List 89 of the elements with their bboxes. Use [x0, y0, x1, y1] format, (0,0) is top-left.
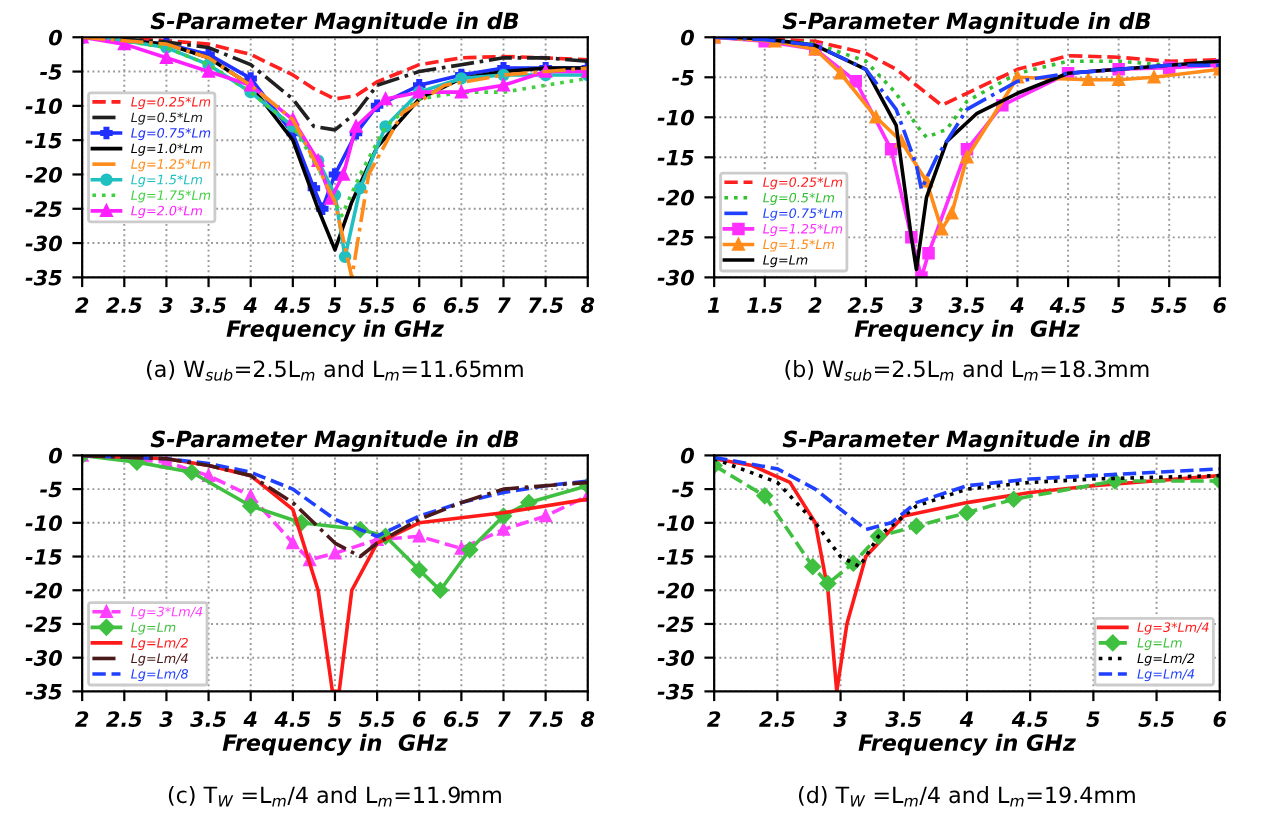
x-tick-label: 5 — [1111, 297, 1125, 313]
y-tick-label: 0 — [680, 447, 694, 464]
x-tick-label: 3 — [159, 297, 173, 313]
x-tick-label: 4 — [243, 297, 257, 313]
x-tick-label: 2 — [707, 711, 721, 727]
x-axis-title: Frequency in GHz — [858, 733, 1076, 756]
x-tick-label: 3.5 — [885, 711, 922, 727]
x-tick-label: 5.5 — [358, 711, 395, 727]
x-tick-label: 1.5 — [747, 297, 783, 313]
y-tick-label: -30 — [657, 650, 694, 666]
x-tick-label: 4 — [243, 711, 257, 727]
x-tick-label: 3 — [159, 711, 173, 727]
y-tick-label: -25 — [657, 616, 694, 633]
y-tick-label: 0 — [680, 29, 694, 46]
y-tick-label: -30 — [25, 235, 62, 252]
y-tick-label: -35 — [657, 683, 694, 700]
x-tick-label: 4.5 — [274, 297, 311, 313]
chart-title: S-Parameter Magnitude in dB — [782, 12, 1151, 34]
x-tick-label: 7.5 — [528, 297, 563, 313]
x-tick-label: 3.5 — [190, 297, 226, 313]
y-tick-label: -15 — [25, 132, 62, 149]
y-tick-label: -5 — [40, 481, 62, 498]
y-tick-label: -25 — [657, 229, 694, 246]
text: (b) W$_{sub}$=2.5L$_{m}$ and L$_{m}$=18.3mm — [785, 360, 1149, 381]
x-tick-label: 2.5 — [759, 711, 795, 727]
chart-title: S-Parameter Magnitude in dB — [150, 12, 519, 34]
x-tick-label: 6 — [413, 297, 426, 313]
y-tick-label: -35 — [25, 683, 62, 700]
x-tick-label: 5 — [327, 711, 342, 727]
x-tick-label: 2.5 — [106, 711, 142, 727]
y-tick-label: -30 — [657, 269, 694, 286]
x-tick-label: 3 — [833, 711, 847, 727]
x-axis-title: Frequency in GHz — [226, 319, 444, 342]
x-tick-label: 7 — [497, 711, 511, 727]
chart-title: S-Parameter Magnitude in dB — [150, 430, 519, 452]
x-tick-label: 4.5 — [1011, 711, 1048, 727]
y-tick-label: -20 — [25, 166, 62, 183]
x-tick-label: 6 — [1213, 711, 1227, 727]
x-tick-label: 5.5 — [358, 297, 395, 313]
y-tick-label: -10 — [657, 109, 694, 126]
y-tick-label: -5 — [40, 64, 62, 80]
x-tick-label: 2.5 — [106, 297, 142, 313]
x-tick-label: 6 — [1213, 297, 1227, 313]
x-tick-label: 3.5 — [948, 297, 985, 313]
x-tick-label: 7 — [497, 297, 511, 313]
x-tick-label: 2.5 — [847, 297, 884, 313]
y-tick-label: -30 — [25, 650, 62, 666]
chart-title: S-Parameter Magnitude in dB — [782, 430, 1151, 452]
y-tick-label: -5 — [672, 70, 694, 86]
y-tick-label: -10 — [25, 515, 62, 532]
x-axis-title: Frequency in GHz — [854, 319, 1080, 342]
x-tick-label: 6.5 — [443, 711, 479, 727]
x-tick-label: 8 — [580, 711, 595, 727]
y-tick-label: -15 — [25, 549, 62, 565]
text: (c) T$_{W}$ =L$_{m}$/4 and L$_{m}$=11.9mm — [168, 786, 501, 807]
x-tick-label: 4.5 — [274, 711, 311, 727]
x-tick-label: 5.5 — [1151, 297, 1187, 313]
y-tick-label: -15 — [657, 549, 694, 565]
y-tick-label: -20 — [25, 582, 62, 599]
x-tick-label: 2 — [808, 297, 822, 313]
text: (d) T$_{W}$ =L$_{m}$/4 and L$_{m}$=19.4mm — [798, 786, 1135, 807]
x-tick-label: 5.5 — [1138, 711, 1174, 727]
y-tick-label: -10 — [25, 98, 62, 115]
y-tick-label: -15 — [657, 150, 694, 166]
x-tick-label: 6 — [413, 711, 426, 727]
x-tick-label: 4.5 — [1049, 297, 1086, 313]
y-tick-label: -25 — [25, 616, 62, 633]
y-tick-label: -35 — [25, 269, 62, 286]
y-tick-label: -20 — [657, 189, 694, 206]
x-tick-label: 4 — [959, 711, 973, 727]
x-tick-label: 3 — [909, 297, 923, 313]
y-tick-label: -20 — [657, 582, 694, 599]
y-tick-label: 0 — [48, 447, 62, 464]
x-tick-label: 1 — [707, 297, 719, 313]
x-tick-label: 2 — [75, 711, 89, 727]
y-tick-label: -5 — [672, 481, 694, 498]
y-tick-label: -10 — [657, 515, 694, 532]
x-tick-label: 5 — [327, 297, 342, 313]
y-tick-label: -25 — [25, 201, 62, 217]
x-tick-label: 6.5 — [443, 297, 479, 313]
x-tick-label: 3.5 — [190, 711, 226, 727]
text: (a) W$_{sub}$=2.5L$_{m}$ and L$_{m}$=11.65mm — [146, 360, 523, 381]
x-tick-label: 5 — [1086, 711, 1100, 727]
x-tick-label: 7.5 — [528, 711, 563, 727]
x-axis-title: Frequency in GHz — [222, 733, 448, 756]
y-tick-label: 0 — [48, 29, 62, 46]
x-tick-label: 2 — [75, 297, 89, 313]
x-tick-label: 8 — [580, 297, 595, 313]
x-tick-label: 4 — [1010, 297, 1024, 313]
